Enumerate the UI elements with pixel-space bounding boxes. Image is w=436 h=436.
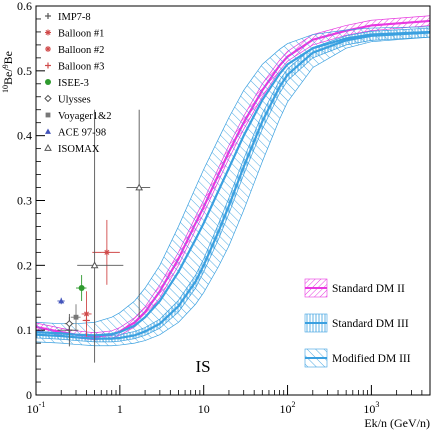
legend-label-voyager1-2: Voyager1&2: [58, 111, 111, 122]
legend-marker-isomax: [44, 143, 52, 151]
data-points: [57, 109, 151, 363]
legend-marker-balloon-2: [45, 46, 51, 52]
legend-label-standard-dm-iii: Standard DM III: [332, 318, 409, 330]
band-upper-edge-modified-dm-iii: [36, 26, 430, 325]
data-point-ulysses-1: [64, 317, 74, 331]
legend-row-imp7-8: IMP7-8: [45, 12, 91, 23]
marker-voyager1-2: [73, 314, 79, 320]
y-tick-label: 0.3: [17, 194, 32, 208]
x-tick-label: 10-1: [27, 400, 46, 416]
band-center-line-modified-dm-iii: [36, 30, 430, 337]
data-point-balloon-3-1: [82, 313, 90, 327]
legend-label-isee-3: ISEE-3: [58, 78, 89, 89]
y-axis-label-sup1: 10: [1, 85, 10, 93]
data-point-ace-97-98-1: [57, 297, 65, 305]
data-legend: IMP7-8 Balloon #1 Balloon #2 Balloon #3 ISEE…: [44, 12, 111, 155]
y-axis-label-base2: Be: [1, 51, 15, 64]
marker-isee-3: [78, 285, 85, 292]
marker-ulysses: [65, 319, 74, 328]
model-legend: Standard DM II Standard DM III Modified DM…: [304, 278, 411, 368]
marker-balloon-1-d2: [83, 311, 89, 317]
legend-row-balloon-3: Balloon #3: [45, 62, 104, 73]
legend-label-balloon-1: Balloon #1: [58, 29, 104, 40]
legend-row-balloon-2: Balloon #2: [45, 45, 104, 56]
marker-ace-97-98: [58, 297, 65, 304]
legend-row-modified-dm-iii: Modified DM III: [304, 348, 411, 368]
data-point-isee-3-1: [76, 275, 87, 301]
legend-marker-balloon-1: [45, 29, 51, 36]
y-tick-label: 0.6: [17, 0, 32, 13]
x-axis-label: Ek/n (GeV/n): [364, 416, 430, 430]
x-tick-label: 1: [117, 402, 123, 416]
legend-row-isee-3: ISEE-3: [45, 78, 89, 89]
model-bands: [36, 15, 430, 347]
legend-marker-ace-97-98: [45, 128, 51, 134]
y-axis-label-base1: Be/: [1, 68, 15, 85]
legend-marker-balloon-1-d2: [45, 30, 51, 35]
y-tick-label: 0: [26, 388, 32, 402]
y-axis-label: 10Be/9Be: [1, 51, 15, 93]
axes: 0 0.1 0.2 0.3 0.4 0.5 0.6 10-1 1 10 102 103: [17, 0, 431, 416]
legend-marker-imp7-8: [45, 13, 51, 19]
data-point-voyager1-2-1: [70, 304, 81, 331]
legend-row-balloon-1: Balloon #1: [45, 29, 104, 40]
legend-label-standard-dm-ii: Standard DM II: [332, 283, 405, 295]
marker-balloon-2: [103, 249, 110, 256]
legend-row-isomax: ISOMAX: [44, 143, 100, 155]
legend-marker-balloon-3: [45, 62, 51, 69]
data-point-isomax-1: [77, 109, 124, 363]
y-tick-label: 0.1: [17, 323, 32, 337]
legend-marker-isee-3: [45, 79, 51, 85]
legend-row-voyager1-2: Voyager1&2: [45, 111, 111, 122]
legend-row-ulysses: Ulysses: [44, 94, 91, 106]
legend-row-ace-97-98: ACE 97-98: [45, 128, 106, 139]
data-point-balloon-2-1: [92, 219, 120, 285]
legend-label-ace-97-98: ACE 97-98: [58, 128, 106, 139]
y-tick-label: 0.5: [17, 64, 32, 78]
band-lower-edge-modified-dm-iii: [36, 36, 430, 347]
legend-marker-balloon-2-d2: [45, 46, 51, 52]
y-tick-label: 0.4: [17, 129, 32, 143]
legend-row-standard-dm-ii: Standard DM II: [304, 278, 405, 298]
marker-isomax: [90, 261, 99, 269]
legend-label-modified-dm-iii: Modified DM III: [332, 353, 411, 365]
band-fill-modified-dm-iii: [36, 26, 430, 346]
legend-marker-voyager1-2: [45, 112, 51, 118]
y-tick-label: 0.2: [17, 258, 32, 272]
legend-row-standard-dm-iii: Standard DM III: [304, 313, 409, 333]
marker-balloon-2-d2: [104, 249, 110, 255]
y-axis-label-sup2: 9: [1, 64, 10, 68]
x-tick-label: 102: [280, 400, 296, 416]
legend-label-isomax: ISOMAX: [58, 144, 100, 155]
data-point-isomax-2: [126, 109, 151, 318]
legend-label-balloon-3: Balloon #3: [58, 62, 104, 73]
legend-marker-ulysses: [44, 94, 52, 103]
x-tick-label: 103: [363, 400, 379, 416]
legend-label-balloon-2: Balloon #2: [58, 45, 104, 56]
x-tick-label: 10: [198, 402, 210, 416]
legend-label-ulysses: Ulysses: [58, 95, 91, 106]
marker-isomax: [135, 183, 144, 191]
marker-balloon-3: [83, 317, 90, 324]
is-annotation: IS: [195, 357, 210, 376]
legend-label-imp7-8: IMP7-8: [58, 12, 91, 23]
